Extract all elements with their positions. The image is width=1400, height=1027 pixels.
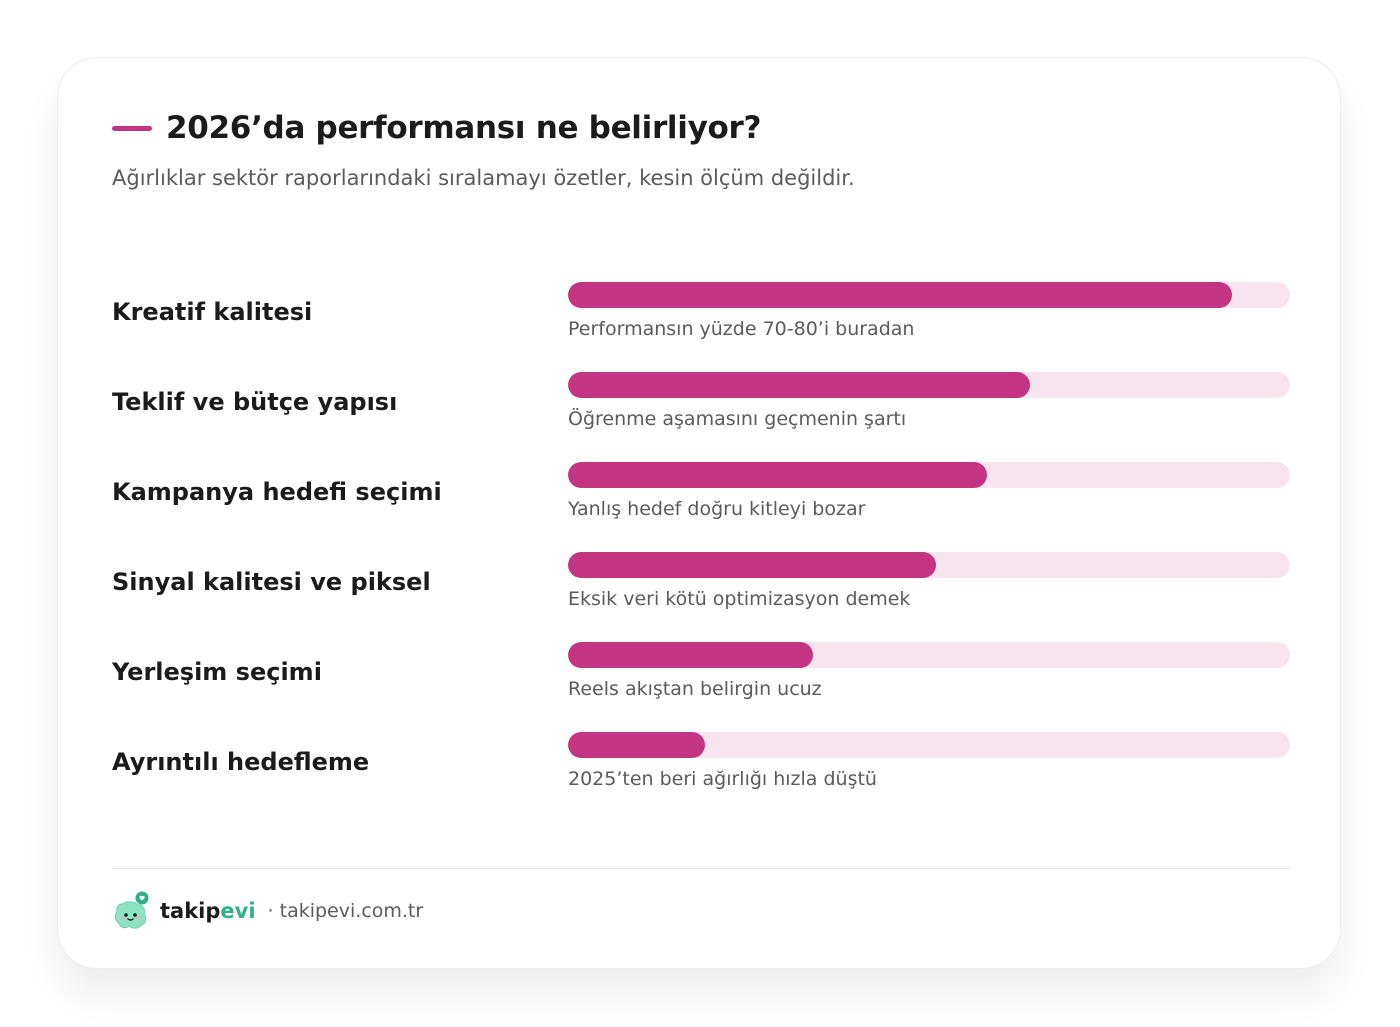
bar-note: Yanlış hedef doğru kitleyi bozar [568,498,866,520]
bar-row: Kampanya hedefi seçimi Yanlış hedef doğru… [112,462,1290,552]
bar-note: Performansın yüzde 70-80’i buradan [568,318,915,340]
bar-track [568,732,1290,758]
bar-row: Kreatif kalitesi Performansın yüzde 70-80… [112,282,1290,372]
category-label: Teklif ve bütçe yapısı [112,388,398,416]
category-label: Kreatif kalitesi [112,298,313,326]
bar-track [568,462,1290,488]
bar-track [568,282,1290,308]
chart-subtitle: Ağırlıklar sektör raporlarındaki sıralam… [112,166,855,190]
bar-note: Eksik veri kötü optimizasyon demek [568,588,911,610]
mascot-logo-icon [114,891,149,929]
bar-track [568,552,1290,578]
brand-name-accent: evi [220,899,256,923]
bar-row: Sinyal kalitesi ve piksel Eksik veri kötü… [112,552,1290,642]
bar-track [568,642,1290,668]
brand-name-main: takip [160,899,221,923]
bar-fill [568,552,937,578]
bar-note: Reels akıştan belirgin ucuz [568,678,822,700]
title-row: 2026’da performansı ne belirliyor? [112,106,761,150]
chart-card: 2026’da performansı ne belirliyor? Ağırl… [57,57,1341,969]
bar-fill [568,462,987,488]
bar-note: Öğrenme aşamasını geçmenin şartı [568,408,907,430]
bar-rows: Kreatif kalitesi Performansın yüzde 70-80… [112,282,1290,822]
bar-track [568,372,1290,398]
bar-fill [568,732,706,758]
title-accent-dash [112,125,152,131]
site-url: · takipevi.com.tr [267,900,424,922]
bar-row: Yerleşim seçimi Reels akıştan belirgin uc… [112,642,1290,732]
category-label: Kampanya hedefi seçimi [112,478,442,506]
footer: takipevi · takipevi.com.tr [112,890,423,932]
category-label: Sinyal kalitesi ve piksel [112,568,431,596]
chart-title: 2026’da performansı ne belirliyor? [166,110,762,146]
bar-row: Ayrıntılı hedefleme 2025’ten beri ağırlığ… [112,732,1290,822]
category-label: Ayrıntılı hedefleme [112,748,370,776]
footer-divider [112,868,1290,869]
brand-name: takipevi [160,899,256,923]
bar-row: Teklif ve bütçe yapısı Öğrenme aşamasını … [112,372,1290,462]
bar-note: 2025’ten beri ağırlığı hızla düştü [568,768,877,790]
bar-fill [568,642,814,668]
bar-fill [568,282,1233,308]
category-label: Yerleşim seçimi [112,658,322,686]
bar-fill [568,372,1031,398]
